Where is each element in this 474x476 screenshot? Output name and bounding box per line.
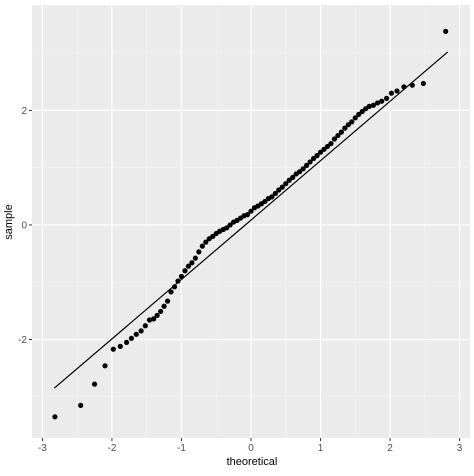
- data-points: [52, 28, 449, 420]
- data-point: [328, 141, 334, 147]
- data-point: [314, 153, 320, 159]
- data-point: [379, 98, 385, 104]
- data-point: [102, 363, 108, 369]
- x-tick-label: 2: [387, 443, 393, 454]
- data-point: [290, 174, 296, 180]
- data-point: [178, 273, 185, 280]
- data-point: [338, 129, 344, 135]
- data-point: [352, 115, 358, 121]
- data-point: [359, 108, 365, 115]
- data-point: [189, 260, 195, 266]
- data-point: [310, 155, 317, 162]
- y-axis-title: sample: [3, 204, 15, 239]
- data-point: [185, 263, 192, 269]
- data-point: [142, 323, 148, 329]
- y-tick-label: -2: [18, 335, 27, 346]
- data-point: [349, 119, 355, 125]
- data-point: [409, 82, 415, 88]
- data-point: [154, 312, 160, 319]
- data-point: [78, 402, 84, 408]
- data-point: [227, 222, 233, 228]
- data-point: [324, 143, 331, 150]
- data-point: [171, 284, 178, 290]
- data-point: [138, 328, 144, 334]
- data-point: [317, 149, 324, 155]
- y-tick-label: 2: [21, 106, 27, 117]
- data-point: [304, 162, 310, 168]
- data-point: [117, 343, 123, 349]
- data-point: [244, 212, 251, 218]
- y-axis-ticks: -2 0 2: [18, 106, 32, 346]
- data-point: [345, 122, 351, 128]
- data-point: [276, 187, 282, 193]
- x-axis-title: theoretical: [227, 456, 278, 468]
- x-tick-label: -1: [177, 443, 186, 454]
- data-point: [210, 233, 216, 239]
- data-point: [151, 316, 157, 322]
- data-point: [248, 208, 254, 214]
- data-point: [443, 28, 449, 34]
- data-point: [331, 136, 338, 142]
- data-point: [394, 88, 400, 94]
- data-point: [161, 303, 167, 309]
- data-point: [262, 198, 268, 205]
- data-point: [146, 317, 153, 323]
- data-point: [175, 278, 181, 284]
- data-point: [356, 111, 362, 117]
- data-point: [196, 249, 202, 255]
- data-point: [283, 181, 289, 187]
- x-tick-label: 0: [248, 443, 254, 454]
- data-point: [52, 414, 58, 420]
- data-point: [269, 194, 275, 200]
- data-point: [300, 166, 306, 172]
- data-point: [370, 102, 376, 108]
- data-point: [388, 90, 395, 96]
- data-point: [307, 159, 313, 165]
- x-tick-label: 1: [318, 443, 324, 454]
- data-point: [335, 132, 341, 139]
- data-point: [279, 184, 285, 190]
- x-axis-ticks: -3 -2 -1 0 1 2 3: [38, 438, 463, 454]
- data-point: [128, 335, 135, 341]
- data-point: [374, 100, 381, 106]
- data-point: [420, 80, 427, 87]
- reference-line: [53, 51, 449, 389]
- x-tick-label: -2: [107, 443, 116, 454]
- data-point: [91, 381, 98, 387]
- data-point: [342, 125, 348, 131]
- data-point: [158, 308, 164, 315]
- data-point: [133, 331, 139, 337]
- data-point: [401, 84, 407, 90]
- data-point: [199, 243, 205, 249]
- data-point: [224, 225, 230, 231]
- data-point: [164, 298, 171, 304]
- data-point: [286, 177, 292, 183]
- x-tick-label: -3: [38, 443, 47, 454]
- data-point: [366, 103, 372, 109]
- data-point: [383, 95, 390, 101]
- major-gridlines: [32, 5, 470, 438]
- x-tick-label: 3: [457, 443, 463, 454]
- data-point: [110, 346, 116, 352]
- data-point: [321, 146, 327, 152]
- data-point: [168, 289, 174, 295]
- y-tick-label: 0: [21, 220, 27, 231]
- data-point: [123, 339, 130, 345]
- data-point: [203, 239, 209, 245]
- data-point: [182, 268, 188, 274]
- data-point: [297, 169, 303, 175]
- data-point: [192, 255, 198, 261]
- data-point: [272, 190, 278, 197]
